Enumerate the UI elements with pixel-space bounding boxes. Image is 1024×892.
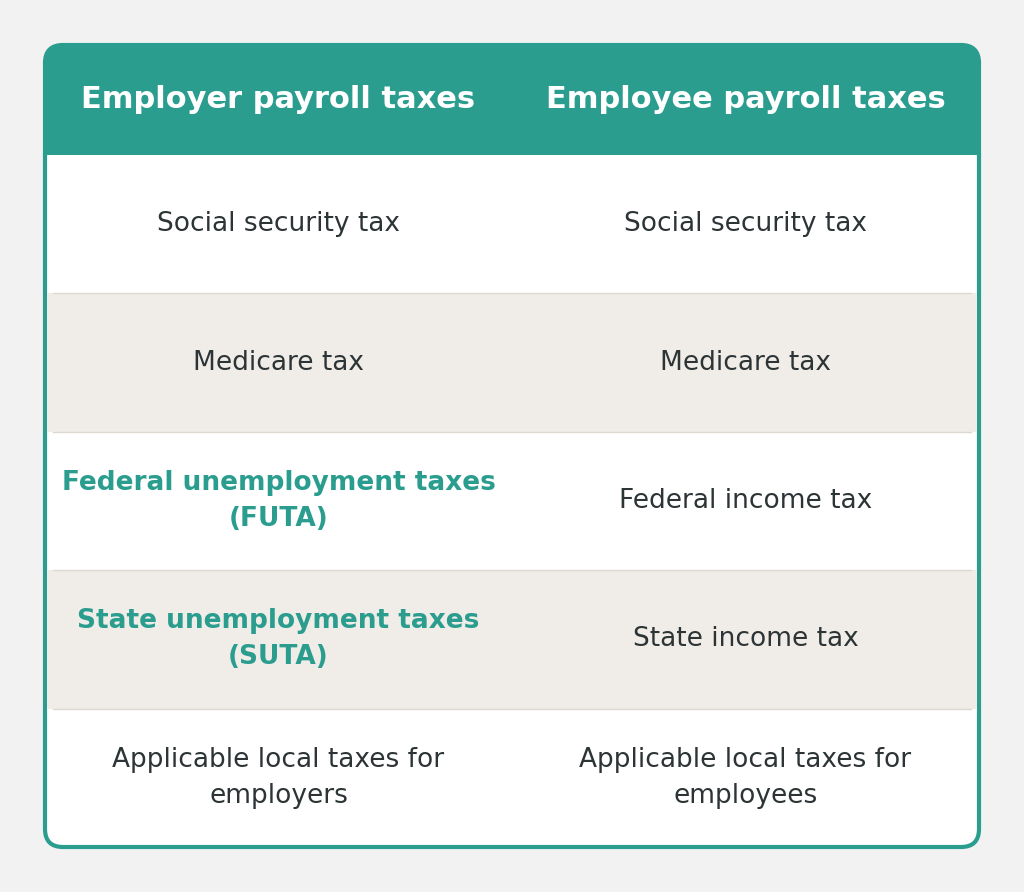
Text: Medicare tax: Medicare tax [660,350,831,376]
Text: Employee payroll taxes: Employee payroll taxes [546,86,945,114]
Bar [47,570,977,708]
Text: Federal unemployment taxes
(FUTA): Federal unemployment taxes (FUTA) [61,470,496,532]
Bar [45,105,979,155]
Text: Social security tax: Social security tax [157,211,400,237]
Text: Applicable local taxes for
employers: Applicable local taxes for employers [113,747,444,809]
FancyBboxPatch shape [45,45,979,155]
Text: State unemployment taxes
(SUTA): State unemployment taxes (SUTA) [78,608,479,671]
FancyBboxPatch shape [45,45,979,847]
Text: Employer payroll taxes: Employer payroll taxes [82,86,475,114]
Text: Social security tax: Social security tax [624,211,867,237]
Bar [47,293,977,432]
Text: State income tax: State income tax [633,626,858,652]
Text: Applicable local taxes for
employees: Applicable local taxes for employees [580,747,911,809]
Text: Medicare tax: Medicare tax [193,350,364,376]
Text: Federal income tax: Federal income tax [618,488,872,514]
